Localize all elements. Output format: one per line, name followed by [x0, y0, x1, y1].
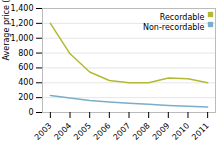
svg-text:400: 400: [18, 78, 33, 87]
svg-text:Recordable: Recordable: [160, 13, 205, 22]
svg-text:800: 800: [18, 49, 33, 58]
svg-text:200: 200: [18, 93, 33, 102]
svg-text:2007: 2007: [111, 121, 132, 142]
svg-text:1,200: 1,200: [11, 19, 34, 28]
svg-text:0: 0: [28, 108, 33, 117]
svg-text:2004: 2004: [52, 121, 73, 142]
svg-text:Average price ($): Average price ($): [2, 0, 11, 61]
svg-text:1,000: 1,000: [11, 34, 34, 43]
svg-text:1,400: 1,400: [11, 4, 34, 13]
svg-text:2010: 2010: [170, 121, 191, 142]
svg-text:2008: 2008: [131, 121, 152, 142]
svg-text:Non-recordable: Non-recordable: [143, 23, 205, 32]
svg-text:2005: 2005: [72, 121, 93, 142]
svg-text:600: 600: [18, 63, 33, 72]
svg-text:2011: 2011: [190, 121, 211, 142]
svg-text:2009: 2009: [151, 121, 172, 142]
svg-text:2003: 2003: [33, 121, 54, 142]
svg-text:2006: 2006: [92, 121, 113, 142]
